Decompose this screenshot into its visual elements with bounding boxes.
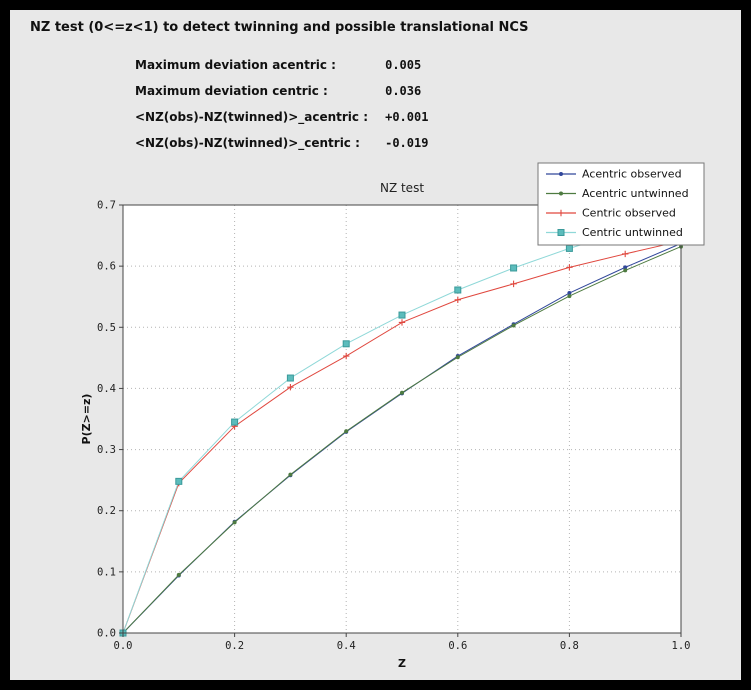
plot-area [123,205,681,633]
legend-item: Acentric observed [546,168,682,181]
legend: Acentric observed Acentric untwinned Centr… [537,162,705,246]
legend-item: Centric untwinned [546,226,683,239]
svg-text:0.1: 0.1 [97,566,116,578]
chart-canvas: 0.0 0.2 0.4 0.6 0.8 1.00.00.10.20.30.40.50.60… [80,162,705,670]
svg-text:0.0: 0.0 [114,640,133,652]
y-axis-label: P(Z>=z) [80,394,93,445]
stat-value: 0.005 [385,58,422,72]
stat-row: Maximum deviation acentric : 0.005 [135,51,741,77]
plot-window: NZ test (0<=z<1) to detect twinning and … [10,10,741,680]
legend-label: Acentric observed [582,168,682,181]
svg-text:0.8: 0.8 [560,640,579,652]
svg-text:1.0: 1.0 [672,640,691,652]
svg-text:0.4: 0.4 [97,383,116,395]
legend-label: Centric observed [582,207,676,220]
svg-text:0.6: 0.6 [97,261,116,273]
legend-item: Acentric untwinned [546,187,689,200]
svg-text:0.5: 0.5 [97,322,116,334]
grid [123,205,681,633]
stat-value: -0.019 [385,136,429,150]
axes-frame [122,204,682,634]
svg-text:0.0: 0.0 [97,628,116,640]
stat-value: +0.001 [385,110,429,124]
stat-row: <NZ(obs)-NZ(twinned)>_centric : -0.019 [135,129,741,155]
svg-text:0.6: 0.6 [448,640,467,652]
y-tick-labels: 0.0 0.1 0.2 0.3 0.4 0.5 0.6 0.7 [97,200,123,640]
stat-label: <NZ(obs)-NZ(twinned)>_centric : [135,136,360,150]
x-tick-labels: 0.0 0.2 0.4 0.6 0.8 1.0 [114,633,691,652]
stat-label: Maximum deviation acentric : [135,58,336,72]
stat-row: Maximum deviation centric : 0.036 [135,77,741,103]
stat-value: 0.036 [385,84,422,98]
legend-label: Centric untwinned [582,226,683,239]
stat-label: <NZ(obs)-NZ(twinned)>_acentric : [135,110,368,124]
stat-label: Maximum deviation centric : [135,84,328,98]
chart-title: NZ test [380,181,424,195]
svg-text:0.7: 0.7 [97,200,116,212]
legend-label: Acentric untwinned [582,187,689,200]
svg-text:0.2: 0.2 [225,640,244,652]
svg-text:0.4: 0.4 [337,640,356,652]
svg-text:0.3: 0.3 [97,444,116,456]
page-title: NZ test (0<=z<1) to detect twinning and … [30,20,529,35]
nz-test-chart: 0.0 0.2 0.4 0.6 0.8 1.0 0.0 0.1 0.2 0.3 0.4 0.5 0.6 0… [70,150,735,675]
stat-row: <NZ(obs)-NZ(twinned)>_acentric : +0.001 [135,103,741,129]
svg-text:0.2: 0.2 [97,505,116,517]
stats-block: Maximum deviation acentric : 0.005 Maxim… [135,51,741,155]
legend-item: Centric observed [546,207,676,220]
x-axis-label: Z [398,657,406,670]
